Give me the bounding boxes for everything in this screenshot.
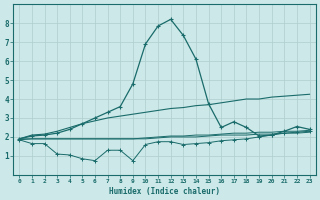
X-axis label: Humidex (Indice chaleur): Humidex (Indice chaleur)	[109, 187, 220, 196]
